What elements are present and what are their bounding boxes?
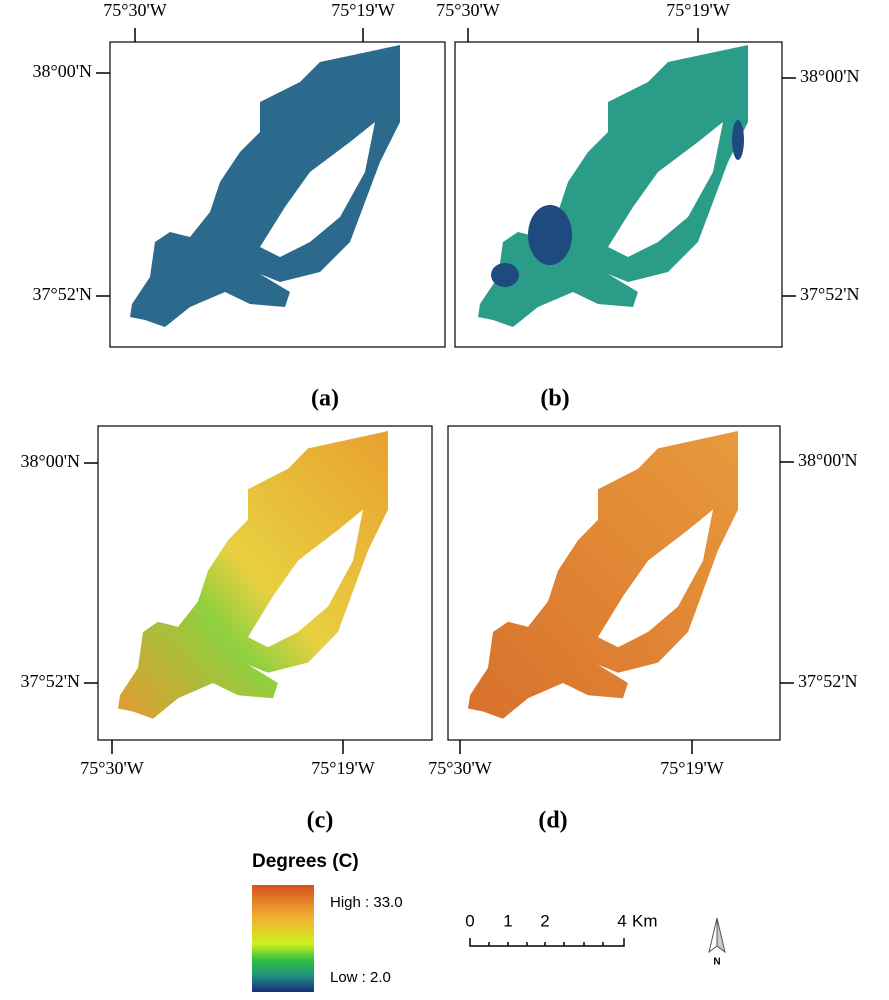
lat-label: 38°00'N [33, 61, 92, 81]
lon-label: 75°19'W [660, 758, 723, 778]
lon-label: 75°30'W [436, 0, 499, 20]
panel-c: 75°30'W 75°19'W 38°00'N 37°52'N (c) [21, 425, 433, 834]
lat-label: 37°52'N [798, 671, 857, 691]
color-ramp [252, 885, 314, 992]
scale-label: 4 [617, 911, 626, 930]
lat-label: 37°52'N [33, 284, 92, 304]
scale-label: 2 [540, 911, 549, 930]
lat-label: 38°00'N [21, 451, 80, 471]
lon-label: 75°30'W [80, 758, 143, 778]
lon-label: 75°19'W [311, 758, 374, 778]
lat-label: 37°52'N [800, 284, 859, 304]
scale-bar: 0 1 2 4 Km [465, 911, 658, 947]
panel-label: (d) [538, 808, 567, 834]
north-arrow: N [708, 917, 726, 968]
north-label: N [713, 957, 720, 968]
legend-high: High : 33.0 [330, 894, 403, 911]
lon-label: 75°30'W [103, 0, 166, 20]
panel-d: 75°30'W 75°19'W 38°00'N 37°52'N (d) [428, 425, 857, 834]
panel-label: (a) [311, 386, 339, 412]
lon-label: 75°19'W [331, 0, 394, 20]
scale-label: 1 [503, 911, 512, 930]
panel-a: 75°30'W 75°19'W 38°00'N 37°52'N (a) [33, 0, 446, 412]
panel-label: (c) [307, 808, 334, 834]
lat-label: 37°52'N [21, 671, 80, 691]
lat-label: 38°00'N [798, 450, 857, 470]
scale-unit: Km [632, 911, 658, 930]
panel-label: (b) [540, 386, 569, 412]
panel-b: 75°30'W 75°19'W 38°00'N 37°52'N (b) [436, 0, 859, 411]
lon-label: 75°19'W [666, 0, 729, 20]
legend: Degrees (C) High : 33.0 Low : 2.0 [252, 851, 403, 992]
legend-low: Low : 2.0 [330, 969, 391, 986]
lat-label: 38°00'N [800, 66, 859, 86]
lon-label: 75°30'W [428, 758, 491, 778]
legend-title: Degrees (C) [252, 851, 359, 872]
scale-label: 0 [465, 911, 474, 930]
